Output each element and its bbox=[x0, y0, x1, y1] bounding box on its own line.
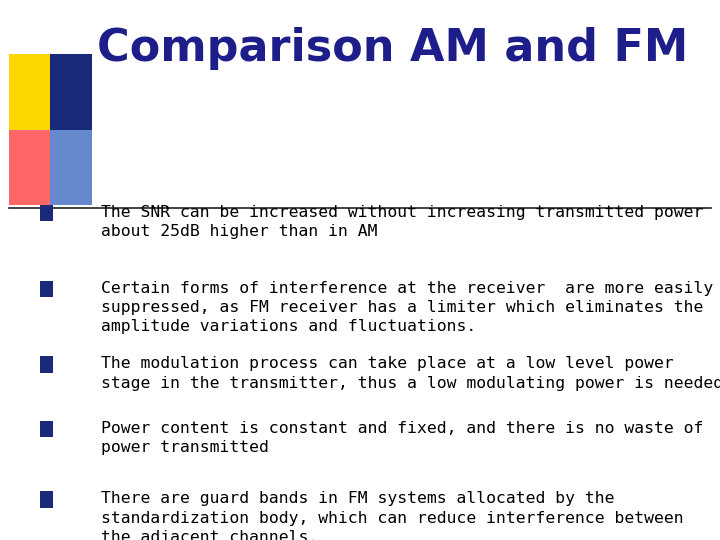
Bar bbox=[40, 281, 53, 297]
Text: Power content is constant and fixed, and there is no waste of
power transmitted: Power content is constant and fixed, and… bbox=[101, 421, 703, 455]
Text: Certain forms of interference at the receiver  are more easily to
suppressed, as: Certain forms of interference at the rec… bbox=[101, 281, 720, 334]
Bar bbox=[40, 356, 53, 373]
Bar bbox=[50, 130, 92, 205]
Bar bbox=[9, 130, 50, 205]
Text: The modulation process can take place at a low level power
stage in the transmit: The modulation process can take place at… bbox=[101, 356, 720, 390]
Bar bbox=[50, 54, 92, 130]
Text: There are guard bands in FM systems allocated by the
standardization body, which: There are guard bands in FM systems allo… bbox=[101, 491, 683, 540]
Bar bbox=[40, 421, 53, 437]
Bar bbox=[40, 491, 53, 508]
Text: Comparison AM and FM: Comparison AM and FM bbox=[97, 27, 688, 70]
Text: The SNR can be increased without increasing transmitted power
about 25dB higher : The SNR can be increased without increas… bbox=[101, 205, 703, 239]
Bar bbox=[40, 205, 53, 221]
Bar bbox=[9, 54, 50, 130]
